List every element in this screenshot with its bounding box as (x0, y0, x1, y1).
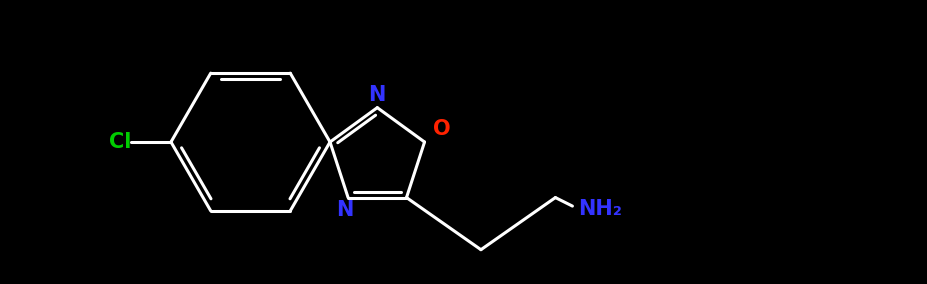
Text: N: N (337, 201, 354, 220)
Text: N: N (369, 85, 386, 105)
Text: NH₂: NH₂ (578, 199, 622, 219)
Text: Cl: Cl (108, 132, 131, 152)
Text: O: O (433, 119, 451, 139)
